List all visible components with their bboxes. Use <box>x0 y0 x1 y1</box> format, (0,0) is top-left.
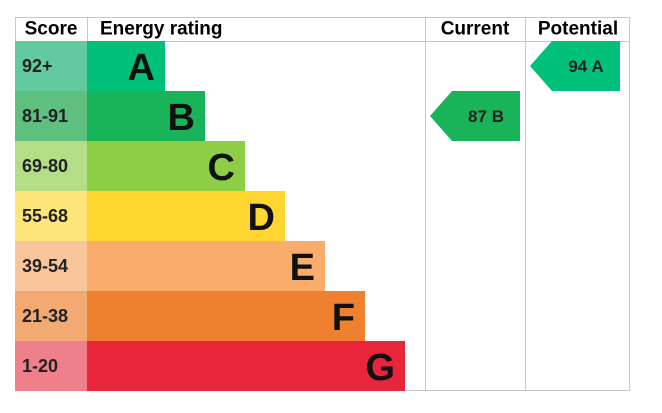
rating-letter: B <box>168 97 195 139</box>
rating-bar <box>87 341 405 391</box>
rating-letter: G <box>365 347 395 389</box>
header-current: Current <box>441 19 510 40</box>
potential-arrow <box>530 41 620 91</box>
score-label: 69-80 <box>22 156 68 176</box>
score-label: 81-91 <box>22 106 68 126</box>
score-cell <box>15 341 87 391</box>
potential-rating: A <box>591 57 603 76</box>
rating-bar <box>87 241 325 291</box>
rating-bar <box>87 191 285 241</box>
score-cell <box>15 191 87 241</box>
potential-score: 94 <box>568 57 587 76</box>
current-arrow <box>430 91 520 141</box>
current-rating: B <box>492 107 504 126</box>
score-cell <box>15 241 87 291</box>
rating-letter: F <box>332 297 355 339</box>
score-cell <box>15 91 87 141</box>
score-cell <box>15 141 87 191</box>
rating-bar <box>87 141 245 191</box>
rating-letter: A <box>128 47 155 89</box>
rating-letter: E <box>290 247 315 289</box>
rating-bar <box>87 291 365 341</box>
header-potential: Potential <box>538 19 618 40</box>
header-score: Score <box>25 19 78 40</box>
potential-label: 94 A <box>568 57 603 76</box>
current-score: 87 <box>468 107 487 126</box>
rating-bar <box>87 41 165 91</box>
header-rating: Energy rating <box>100 19 222 40</box>
score-label: 1-20 <box>22 356 58 376</box>
score-cell <box>15 291 87 341</box>
score-label: 21-38 <box>22 306 68 326</box>
score-cell <box>15 41 87 91</box>
score-label: 55-68 <box>22 206 68 226</box>
rating-letter: D <box>248 197 275 239</box>
current-label: 87 B <box>468 107 504 126</box>
score-label: 39-54 <box>22 256 68 276</box>
rating-letter: C <box>208 147 235 189</box>
score-label: 92+ <box>22 56 53 76</box>
rating-bar <box>87 91 205 141</box>
